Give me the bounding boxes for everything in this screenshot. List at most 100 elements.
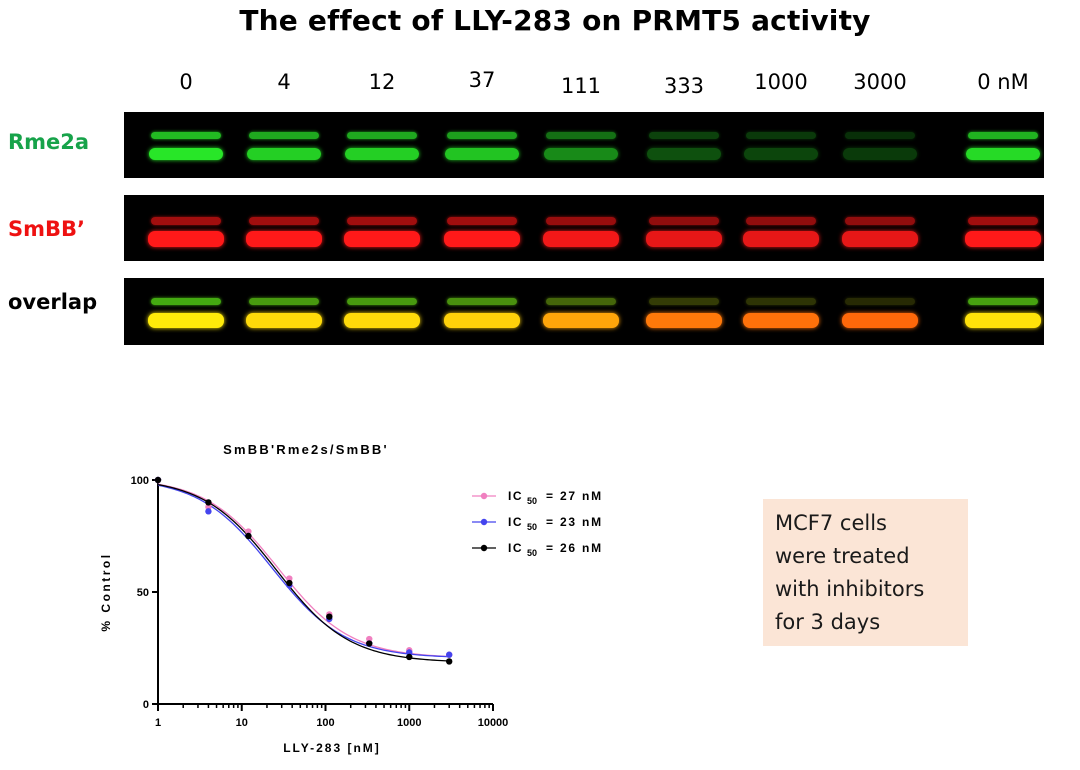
legend-subscript: 50 — [527, 496, 537, 506]
data-point — [326, 613, 333, 620]
concentration-label: 333 — [663, 74, 705, 98]
blot-band — [249, 132, 319, 139]
blot-band — [842, 231, 918, 247]
data-point — [366, 635, 373, 643]
figure-title: The effect of LLY-283 on PRMT5 activity — [239, 4, 871, 37]
blot-band — [444, 313, 520, 328]
data-point — [286, 579, 293, 587]
legend-label: IC — [508, 541, 523, 555]
note-line: with inhibitors — [775, 577, 925, 601]
blot-label-smbb: SmBB’ — [8, 217, 85, 241]
fit-curve — [157, 483, 450, 658]
blot-band — [546, 298, 616, 305]
data-point — [406, 653, 413, 661]
concentration-label: 0 nM — [977, 70, 1029, 94]
concentration-label: 4 — [277, 70, 291, 94]
blot-band — [447, 132, 517, 139]
blot-band — [445, 148, 519, 160]
blot-band — [746, 298, 816, 305]
blot-band — [965, 231, 1041, 247]
blot-band — [151, 132, 221, 139]
note-line: MCF7 cells — [775, 511, 887, 535]
concentration-label: 111 — [560, 74, 602, 98]
blot-band — [148, 231, 224, 247]
blot-label-rme2a: Rme2a — [8, 130, 90, 154]
x-tick-label: 10000 — [478, 717, 509, 729]
data-point — [154, 476, 162, 484]
blot-band — [546, 217, 616, 225]
blot-image-smbb — [124, 195, 1044, 261]
blot-band — [649, 217, 719, 225]
blot-band — [649, 298, 719, 305]
note-box: MCF7 cells were treated with inhibitors … — [763, 499, 968, 646]
blot-band — [544, 148, 618, 160]
concentration-label: 0 — [179, 70, 193, 94]
blot-band — [447, 217, 517, 225]
blot-band — [546, 132, 616, 139]
blot-band — [447, 298, 517, 305]
fit-curve — [157, 483, 450, 662]
fit-curve — [157, 484, 450, 658]
blot-band — [744, 148, 818, 160]
concentration-label: 3000 — [853, 70, 907, 94]
x-tick-label: 100 — [316, 717, 334, 729]
legend-label: IC — [508, 489, 523, 503]
legend-value: = 27 nM — [546, 489, 603, 503]
blot-band — [347, 298, 417, 305]
blot-band — [746, 217, 816, 225]
blot-band — [743, 231, 819, 247]
blot-band — [746, 132, 816, 139]
data-point — [245, 532, 252, 540]
legend-marker — [480, 518, 488, 526]
blot-band — [347, 132, 417, 139]
blot-band — [444, 231, 520, 247]
blot-band — [646, 313, 722, 328]
data-point — [446, 658, 453, 665]
x-tick-label: 1000 — [397, 717, 421, 729]
data-point — [406, 649, 413, 656]
blot-band — [843, 148, 917, 160]
blot-image-rme2a — [124, 112, 1044, 178]
data-point — [205, 503, 212, 511]
blot-band — [249, 298, 319, 305]
data-point — [286, 575, 293, 582]
blot-band — [149, 148, 223, 160]
blot-band — [743, 313, 819, 328]
data-point — [205, 508, 212, 515]
concentration-label: 12 — [368, 70, 396, 94]
blot-band — [151, 217, 221, 225]
legend-marker — [480, 492, 488, 500]
blot-band — [345, 148, 419, 160]
blot-band — [968, 217, 1038, 225]
note-line: were treated — [775, 544, 910, 568]
blot-band — [845, 298, 915, 305]
data-point — [205, 499, 212, 506]
legend-subscript: 50 — [527, 548, 537, 558]
blot-band — [845, 132, 915, 139]
legend-label: IC — [508, 515, 523, 529]
concentration-label: 1000 — [754, 70, 808, 94]
blot-label-overlap: overlap — [8, 290, 98, 314]
blot-band — [649, 132, 719, 139]
blot-band — [845, 217, 915, 225]
data-point — [366, 640, 373, 647]
y-axis-label: % Control — [99, 552, 113, 631]
y-tick-label: 100 — [131, 475, 149, 487]
blot-band — [249, 217, 319, 225]
legend-subscript: 50 — [527, 522, 537, 532]
blot-band — [543, 231, 619, 247]
blot-band — [344, 313, 420, 328]
blot-band — [968, 298, 1038, 305]
blot-band — [543, 313, 619, 328]
data-point — [245, 528, 252, 535]
blot-band — [148, 313, 224, 328]
y-tick-label: 0 — [143, 699, 149, 711]
blot-image-overlap — [124, 278, 1044, 345]
y-tick-label: 50 — [137, 587, 149, 599]
blot-band — [151, 298, 221, 305]
concentration-label: 37 — [468, 68, 496, 92]
blot-band — [842, 313, 918, 328]
x-tick-label: 10 — [236, 717, 248, 729]
blot-band — [344, 231, 420, 247]
